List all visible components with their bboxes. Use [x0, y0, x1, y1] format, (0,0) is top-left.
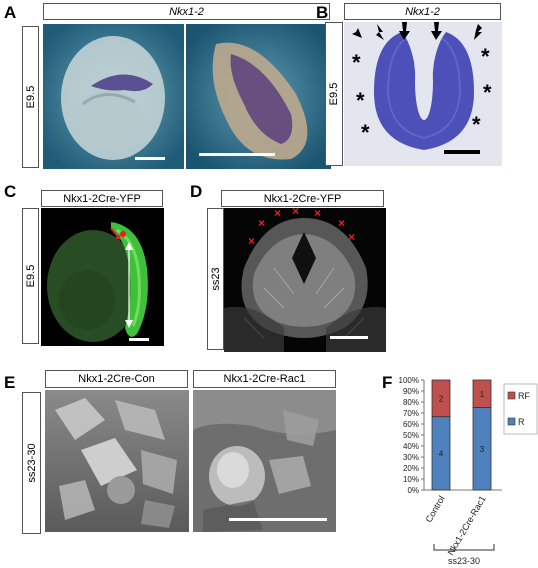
panel-e-scale-bar: [229, 518, 327, 521]
panel-letter-a: A: [4, 3, 17, 22]
panel-d-marker: ×: [314, 206, 322, 220]
bar-data-label: 4: [439, 449, 444, 458]
panel-d-stage-label: ss23: [207, 208, 224, 350]
panel-letter-e: E: [4, 373, 16, 392]
group-label: ss23-30: [448, 556, 480, 564]
panel-d-scale-bar: [330, 336, 368, 339]
panel-b-asterisk: *: [352, 50, 361, 75]
panel-f-chart: 0% 10% 20% 30% 40% 50% 60% 70% 80% 90% 100% 4 2 Contr…: [399, 376, 538, 564]
y-tick-label: 0%: [407, 486, 419, 495]
y-tick-label: 50%: [403, 431, 419, 440]
y-tick-label: 60%: [403, 420, 419, 429]
panel-b-asterisk: *: [361, 120, 370, 145]
panel-a-image-left: [43, 24, 184, 169]
panel-d-header: Nkx1-2Cre-YFP: [221, 190, 384, 207]
panel-letter-d: D: [190, 182, 203, 201]
panel-letter-b: B: [316, 3, 329, 22]
panel-letter-f: F: [382, 373, 393, 392]
legend-swatch-r: [507, 417, 516, 426]
y-tick-label: 100%: [399, 376, 419, 385]
panel-e-stage-label: ss23-30: [22, 392, 41, 534]
x-tick-label: Control: [424, 494, 447, 524]
arrow-icon: [376, 24, 384, 40]
panel-e-image-right: [193, 390, 336, 532]
arrow-icon: [348, 24, 362, 38]
panel-b-arrows: [348, 22, 482, 40]
arrow-icon: [474, 24, 482, 40]
panel-letter-c: C: [4, 182, 17, 201]
y-tick-label: 40%: [403, 442, 419, 451]
group-bracket: [433, 544, 495, 551]
panel-a-scale-bar-left: [135, 157, 165, 160]
panel-d-marker: ×: [348, 230, 356, 244]
y-tick-label: 90%: [403, 387, 419, 396]
y-tick-label: 70%: [403, 409, 419, 418]
panel-b-image: [344, 22, 502, 166]
panel-d-marker: ×: [338, 216, 346, 230]
legend-swatch-rf: [507, 391, 516, 400]
panel-a-image-right: [186, 24, 331, 169]
bar-data-label: 1: [480, 390, 485, 399]
arrow-icon: [399, 22, 410, 40]
panel-e-image-left: [45, 390, 189, 532]
x-tick-label: Nkx1-2Cre-Rac1: [446, 494, 488, 557]
panel-d-stage-text: ss23: [209, 267, 222, 291]
panel-e-header-left: Nkx1-2Cre-Con: [45, 370, 188, 388]
bar-data-label: 2: [439, 394, 444, 403]
panel-b-scale-bar: [444, 150, 480, 154]
panel-e-header-right: Nkx1-2Cre-Rac1: [193, 370, 336, 388]
panel-e-stage-text: ss23-30: [25, 443, 38, 483]
panel-b-asterisk: *: [472, 112, 481, 137]
panel-d-marker: ×: [248, 234, 256, 248]
panel-b-asterisk: *: [483, 80, 492, 105]
panel-d-marker: ×: [274, 206, 282, 220]
bar-segment-rf: [431, 379, 451, 418]
panel-c-header: Nkx1-2Cre-YFP: [41, 190, 163, 207]
bar-segment-rf: [472, 379, 492, 408]
legend-box: [503, 383, 538, 435]
panel-c-scale-bar: [129, 338, 149, 341]
panel-b-stage-text: E9.5: [328, 82, 340, 106]
panel-b-stage-label: E9.5: [325, 22, 343, 166]
panel-b-header: Nkx1-2: [344, 3, 501, 20]
panel-a-stage-text: E9.5: [24, 85, 37, 109]
panel-c-stage-label: E9.5: [22, 208, 39, 344]
y-tick-label: 20%: [403, 464, 419, 473]
y-tick-label: 80%: [403, 398, 419, 407]
panel-a-header: Nkx1-2: [43, 3, 330, 20]
panel-d-marker: ×: [258, 216, 266, 230]
panel-c-image: [41, 208, 164, 346]
bar-data-label: 3: [480, 445, 485, 454]
panel-b-asterisk: *: [481, 44, 490, 69]
legend-label: R: [518, 417, 525, 427]
arrow-icon: [431, 22, 442, 40]
y-tick-label: 10%: [403, 475, 419, 484]
panel-b-asterisk: *: [356, 88, 365, 113]
panel-a-stage-label: E9.5: [22, 26, 39, 168]
legend-label: RF: [518, 391, 530, 401]
y-tick-label: 30%: [403, 453, 419, 462]
panel-d-marker: ×: [292, 204, 300, 218]
panel-d-image: [224, 208, 386, 352]
panel-c-stage-text: E9.5: [24, 264, 37, 288]
panel-a-scale-bar-right: [199, 153, 275, 156]
